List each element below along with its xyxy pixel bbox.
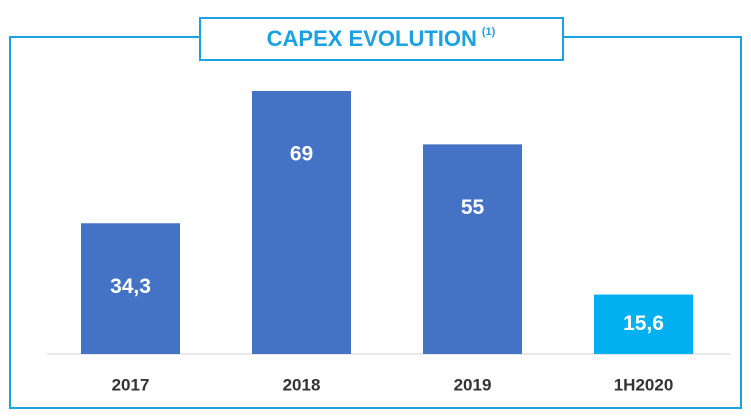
- data-label: 69: [290, 143, 313, 166]
- bar: [81, 223, 180, 354]
- bar: [423, 144, 522, 354]
- bar: [252, 91, 351, 354]
- title-box: [199, 17, 564, 61]
- x-tick-label: 2019: [454, 375, 492, 394]
- bar: [594, 294, 693, 354]
- x-tick-label: 1H2020: [614, 375, 674, 394]
- title-note: (1): [482, 26, 496, 38]
- chart-title: CAPEX EVOLUTION (1): [267, 26, 496, 51]
- data-label: 55: [461, 196, 485, 219]
- data-label: 34,3: [110, 275, 151, 298]
- data-label: 15,6: [623, 312, 664, 335]
- x-tick-label: 2018: [283, 375, 321, 394]
- title-text: CAPEX EVOLUTION: [267, 26, 477, 51]
- x-tick-label: 2017: [112, 375, 150, 394]
